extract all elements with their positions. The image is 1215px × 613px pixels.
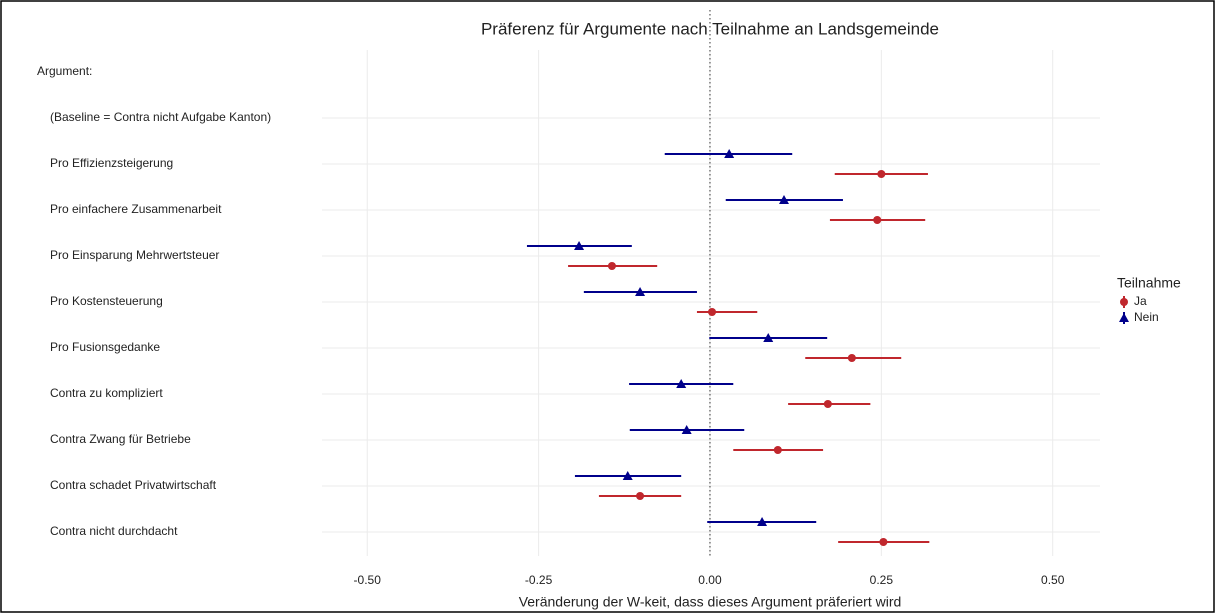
y-tick-label: Pro Einsparung Mehrwertsteuer [50,248,219,262]
x-tick-label: 0.00 [698,573,722,587]
y-tick-label: (Baseline = Contra nicht Aufgabe Kanton) [50,110,271,124]
point [873,216,882,224]
x-tick-label: 0.25 [870,573,894,587]
legend-label: Ja [1134,294,1147,308]
y-tick-label: Contra schadet Privatwirtschaft [50,478,217,492]
point [574,241,585,250]
x-tick-label: 0.50 [1041,573,1065,587]
y-tick-label: Contra zu kompliziert [50,386,163,400]
y-tick-label: Pro Kostensteuerung [50,294,163,308]
y-tick-label: Contra Zwang für Betriebe [50,432,191,446]
point [757,517,768,526]
point [622,471,633,480]
y-tick-label: Pro Fusionsgedanke [50,340,160,354]
point [773,446,782,454]
y-tick-label: Argument: [37,64,92,78]
legend-label: Nein [1134,310,1159,324]
chart-title: Präferenz für Argumente nach Teilnahme a… [481,19,939,38]
point [676,379,687,388]
point [879,538,888,546]
x-axis-label: Veränderung der W-keit, dass dieses Argu… [519,594,902,610]
y-tick-label: Pro Effizienzsteigerung [50,156,173,170]
x-tick-label: -0.50 [354,573,382,587]
point [823,400,832,408]
point [681,425,692,434]
x-tick-label: -0.25 [525,573,553,587]
point [847,354,856,362]
point [636,492,645,500]
point [877,170,886,178]
legend-title: Teilnahme [1117,275,1181,291]
point [708,308,717,316]
point [635,287,646,296]
y-tick-label: Contra nicht durchdacht [50,524,178,538]
legend-swatch [1119,313,1129,322]
point [607,262,616,270]
point [779,195,790,204]
point [763,333,774,342]
point [724,149,735,158]
y-tick-label: Pro einfachere Zusammenarbeit [50,202,222,216]
legend-swatch [1120,298,1128,306]
